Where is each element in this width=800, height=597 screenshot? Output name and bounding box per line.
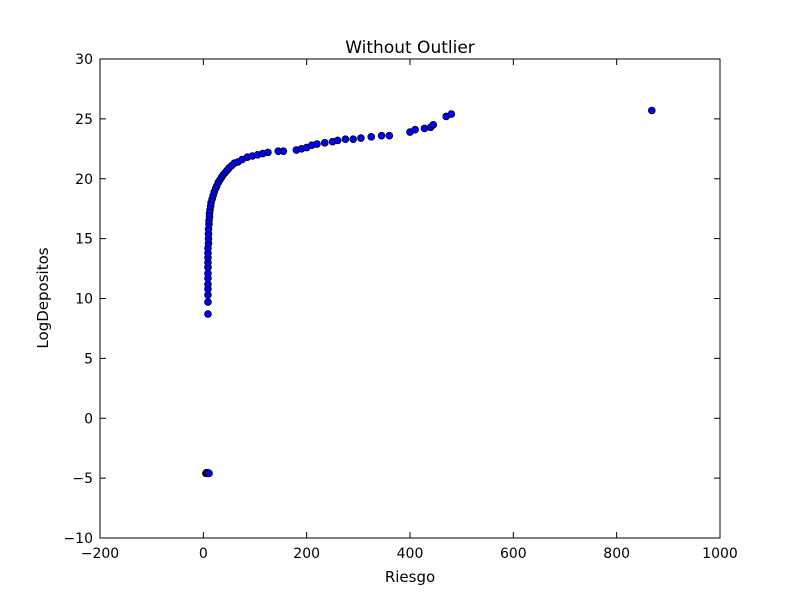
data-point	[429, 121, 438, 129]
data-point	[279, 147, 288, 156]
y-tick-label: 30	[75, 52, 93, 68]
data-point	[647, 106, 656, 115]
data-point	[204, 298, 212, 306]
data-point	[367, 133, 376, 141]
x-axis: −200 0 200 400 600 800 1000	[81, 59, 738, 562]
y-tick-label: 5	[84, 351, 93, 367]
data-point	[377, 131, 386, 140]
y-tick-label: −5	[72, 471, 93, 487]
data-point	[349, 135, 357, 144]
x-tick-label: 800	[603, 546, 630, 562]
data-point	[333, 136, 342, 145]
y-tick-label: 20	[75, 172, 93, 188]
x-tick-label: 400	[397, 546, 424, 562]
data-point	[420, 124, 429, 133]
y-tick-label: 0	[84, 411, 93, 427]
y-tick-label: −10	[63, 531, 93, 547]
y-axis-label: LogDepositos	[34, 247, 52, 348]
data-point	[411, 125, 419, 134]
y-tick-label: 15	[75, 232, 93, 248]
data-points	[202, 106, 656, 478]
x-tick-label: 0	[199, 546, 208, 562]
data-point	[357, 134, 365, 142]
chart-title: Without Outlier	[345, 38, 475, 58]
data-point	[447, 110, 456, 118]
x-tick-label: −200	[81, 546, 119, 562]
data-point	[385, 131, 394, 140]
data-point	[341, 135, 350, 144]
x-tick-label: 600	[500, 546, 527, 562]
y-tick-label: 10	[75, 292, 93, 308]
x-tick-label: 1000	[702, 546, 738, 562]
x-axis-label: Riesgo	[385, 568, 435, 586]
x-tick-label: 200	[293, 546, 320, 562]
data-point	[264, 148, 272, 157]
data-point	[320, 139, 329, 147]
data-point	[205, 469, 213, 478]
data-point	[313, 140, 321, 148]
y-axis: −10 −5 0 5 10 15 20 25 30	[63, 52, 720, 547]
data-point	[204, 310, 212, 318]
y-tick-label: 25	[75, 112, 93, 128]
